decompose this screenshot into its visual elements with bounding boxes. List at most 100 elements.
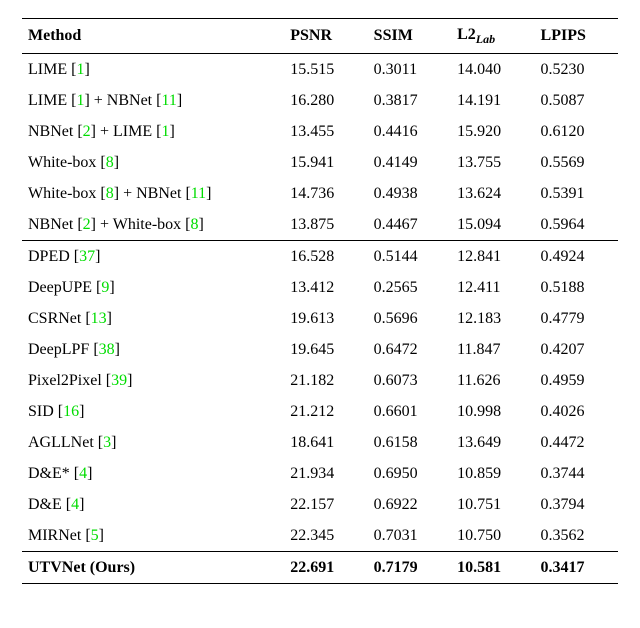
ssim-cell: 0.7179 bbox=[368, 552, 451, 584]
method-cell: D&E [4] bbox=[22, 489, 284, 520]
psnr-cell: 22.157 bbox=[284, 489, 367, 520]
ssim-cell: 0.6073 bbox=[368, 365, 451, 396]
l2-cell: 13.755 bbox=[451, 147, 534, 178]
ssim-cell: 0.4149 bbox=[368, 147, 451, 178]
psnr-cell: 14.736 bbox=[284, 178, 367, 209]
col-psnr: PSNR bbox=[284, 19, 367, 54]
l2-cell: 15.920 bbox=[451, 116, 534, 147]
method-cell: White-box [8] + NBNet [11] bbox=[22, 178, 284, 209]
ssim-cell: 0.6472 bbox=[368, 334, 451, 365]
citation: 2 bbox=[83, 123, 91, 140]
citation: 3 bbox=[103, 434, 111, 451]
lpips-cell: 0.5569 bbox=[535, 147, 618, 178]
l2-cell: 13.624 bbox=[451, 178, 534, 209]
psnr-cell: 16.280 bbox=[284, 85, 367, 116]
method-cell: D&E* [4] bbox=[22, 458, 284, 489]
table-row: LIME [1] + NBNet [11]16.2800.381714.1910… bbox=[22, 85, 618, 116]
psnr-cell: 15.515 bbox=[284, 54, 367, 86]
psnr-cell: 21.934 bbox=[284, 458, 367, 489]
table-row: DPED [37]16.5280.514412.8410.4924 bbox=[22, 241, 618, 273]
ssim-cell: 0.3011 bbox=[368, 54, 451, 86]
l2-cell: 10.998 bbox=[451, 396, 534, 427]
lpips-cell: 0.3417 bbox=[535, 552, 618, 584]
table-row: NBNet [2] + LIME [1]13.4550.441615.9200.… bbox=[22, 116, 618, 147]
method-cell: NBNet [2] + White-box [8] bbox=[22, 209, 284, 241]
citation: 11 bbox=[191, 185, 206, 202]
ssim-cell: 0.5696 bbox=[368, 303, 451, 334]
lpips-cell: 0.5964 bbox=[535, 209, 618, 241]
citation: 37 bbox=[79, 248, 95, 265]
psnr-cell: 18.641 bbox=[284, 427, 367, 458]
col-method: Method bbox=[22, 19, 284, 54]
l2-cell: 10.750 bbox=[451, 520, 534, 552]
lpips-cell: 0.3562 bbox=[535, 520, 618, 552]
l2-cell: 14.040 bbox=[451, 54, 534, 86]
l2-cell: 11.626 bbox=[451, 365, 534, 396]
lpips-cell: 0.4472 bbox=[535, 427, 618, 458]
psnr-cell: 13.455 bbox=[284, 116, 367, 147]
citation: 38 bbox=[99, 341, 115, 358]
method-cell: Pixel2Pixel [39] bbox=[22, 365, 284, 396]
lpips-cell: 0.4207 bbox=[535, 334, 618, 365]
col-ssim: SSIM bbox=[368, 19, 451, 54]
psnr-cell: 21.182 bbox=[284, 365, 367, 396]
psnr-cell: 21.212 bbox=[284, 396, 367, 427]
citation: 1 bbox=[76, 61, 84, 78]
method-cell: DPED [37] bbox=[22, 241, 284, 273]
citation: 13 bbox=[91, 310, 107, 327]
col-l2lab: L2Lab bbox=[451, 19, 534, 54]
lpips-cell: 0.4779 bbox=[535, 303, 618, 334]
method-cell: UTVNet (Ours) bbox=[22, 552, 284, 584]
table-row: MIRNet [5]22.3450.703110.7500.3562 bbox=[22, 520, 618, 552]
l2-cell: 12.841 bbox=[451, 241, 534, 273]
table-row: SID [16]21.2120.660110.9980.4026 bbox=[22, 396, 618, 427]
table-row: AGLLNet [3]18.6410.615813.6490.4472 bbox=[22, 427, 618, 458]
col-lpips: LPIPS bbox=[535, 19, 618, 54]
ssim-cell: 0.3817 bbox=[368, 85, 451, 116]
lpips-cell: 0.5230 bbox=[535, 54, 618, 86]
l2-cell: 14.191 bbox=[451, 85, 534, 116]
psnr-cell: 16.528 bbox=[284, 241, 367, 273]
table-row: LIME [1]15.5150.301114.0400.5230 bbox=[22, 54, 618, 86]
psnr-cell: 22.691 bbox=[284, 552, 367, 584]
method-cell: White-box [8] bbox=[22, 147, 284, 178]
ssim-cell: 0.2565 bbox=[368, 272, 451, 303]
table-row: NBNet [2] + White-box [8]13.8750.446715.… bbox=[22, 209, 618, 241]
table-row: CSRNet [13]19.6130.569612.1830.4779 bbox=[22, 303, 618, 334]
citation: 8 bbox=[106, 185, 114, 202]
psnr-cell: 15.941 bbox=[284, 147, 367, 178]
citation: 39 bbox=[111, 372, 127, 389]
method-cell: LIME [1] + NBNet [11] bbox=[22, 85, 284, 116]
table-row: D&E* [4]21.9340.695010.8590.3744 bbox=[22, 458, 618, 489]
method-cell: CSRNet [13] bbox=[22, 303, 284, 334]
method-cell: DeepLPF [38] bbox=[22, 334, 284, 365]
ssim-cell: 0.6922 bbox=[368, 489, 451, 520]
lpips-cell: 0.6120 bbox=[535, 116, 618, 147]
citation: 1 bbox=[161, 123, 169, 140]
l2-cell: 10.751 bbox=[451, 489, 534, 520]
l2-cell: 12.411 bbox=[451, 272, 534, 303]
l2-cell: 11.847 bbox=[451, 334, 534, 365]
psnr-cell: 19.645 bbox=[284, 334, 367, 365]
lpips-cell: 0.4924 bbox=[535, 241, 618, 273]
citation: 9 bbox=[101, 279, 109, 296]
l2-cell: 10.859 bbox=[451, 458, 534, 489]
citation: 4 bbox=[79, 465, 87, 482]
citation: 8 bbox=[190, 216, 198, 233]
lpips-cell: 0.5188 bbox=[535, 272, 618, 303]
method-cell: SID [16] bbox=[22, 396, 284, 427]
method-cell: DeepUPE [9] bbox=[22, 272, 284, 303]
ssim-cell: 0.5144 bbox=[368, 241, 451, 273]
table-row: UTVNet (Ours)22.6910.717910.5810.3417 bbox=[22, 552, 618, 584]
table-row: Pixel2Pixel [39]21.1820.607311.6260.4959 bbox=[22, 365, 618, 396]
citation: 5 bbox=[91, 527, 99, 544]
method-cell: LIME [1] bbox=[22, 54, 284, 86]
l2-cell: 12.183 bbox=[451, 303, 534, 334]
lpips-cell: 0.5087 bbox=[535, 85, 618, 116]
citation: 4 bbox=[71, 496, 79, 513]
ssim-cell: 0.4938 bbox=[368, 178, 451, 209]
citation: 11 bbox=[161, 92, 176, 109]
results-table: Method PSNR SSIM L2Lab LPIPS LIME [1]15.… bbox=[22, 18, 618, 584]
method-cell: AGLLNet [3] bbox=[22, 427, 284, 458]
citation: 16 bbox=[63, 403, 79, 420]
